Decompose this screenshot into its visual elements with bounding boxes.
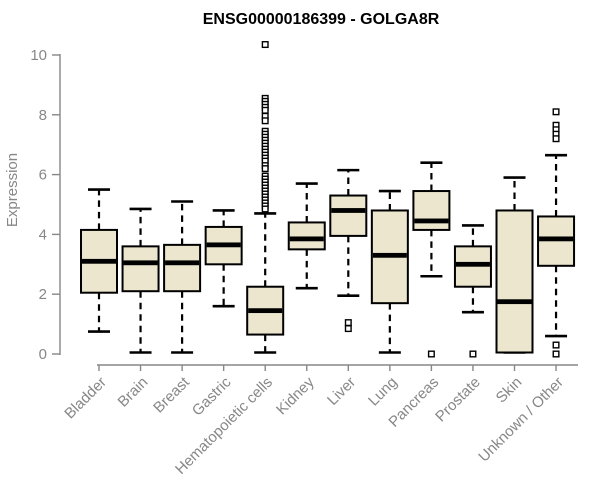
median-liver: [331, 208, 366, 213]
outlier-unknown-other: [552, 108, 560, 116]
median-skin: [497, 299, 532, 305]
median-prostate: [455, 261, 490, 267]
outlier-hematopoietic-cells: [261, 106, 269, 114]
y-tick-label-8: 8: [39, 107, 47, 124]
median-bladder: [82, 258, 116, 264]
outlier-liver: [344, 319, 352, 327]
y-tick-label-6: 6: [39, 167, 47, 184]
outlier-unknown-other: [552, 341, 560, 349]
y-axis-title: Expression: [4, 153, 21, 227]
y-tick-label-10: 10: [30, 47, 47, 64]
x-label-breast: Breast: [150, 373, 193, 416]
outlier-unknown-other: [552, 135, 560, 143]
chart-title: ENSG00000186399 - GOLGA8R: [203, 11, 440, 28]
x-label-bladder: Bladder: [61, 374, 110, 423]
x-label-brain: Brain: [115, 374, 152, 411]
outlier-prostate: [469, 350, 477, 358]
y-tick-label-2: 2: [39, 286, 47, 303]
outlier-hematopoietic-cells: [261, 41, 269, 49]
median-gastric: [206, 242, 241, 248]
box-brain: [121, 245, 160, 293]
box-pancreas: [412, 190, 451, 231]
outlier-unknown-other: [552, 350, 560, 358]
box-skin: [495, 209, 534, 354]
outlier-liver: [344, 325, 352, 333]
x-label-lung: Lung: [365, 374, 401, 410]
outlier-pancreas: [427, 350, 435, 358]
x-label-skin: Skin: [493, 374, 526, 407]
median-lung: [372, 252, 407, 258]
x-label-kidney: Kidney: [273, 373, 318, 418]
box-liver: [329, 194, 368, 237]
median-breast: [165, 260, 200, 266]
outlier-hematopoietic-cells: [261, 117, 269, 125]
y-tick-label-0: 0: [39, 346, 47, 363]
outlier-hematopoietic-cells: [261, 205, 269, 213]
y-tick-label-4: 4: [39, 226, 47, 243]
median-unknown-other: [539, 236, 574, 242]
median-hematopoietic-cells: [248, 308, 283, 314]
median-brain: [123, 260, 158, 266]
outlier-hematopoietic-cells: [261, 165, 269, 173]
x-label-liver: Liver: [324, 374, 359, 409]
median-pancreas: [414, 218, 449, 224]
median-kidney: [289, 236, 324, 242]
box-breast: [163, 243, 202, 293]
box-kidney: [287, 221, 326, 251]
x-label-prostate: Prostate: [432, 374, 484, 426]
